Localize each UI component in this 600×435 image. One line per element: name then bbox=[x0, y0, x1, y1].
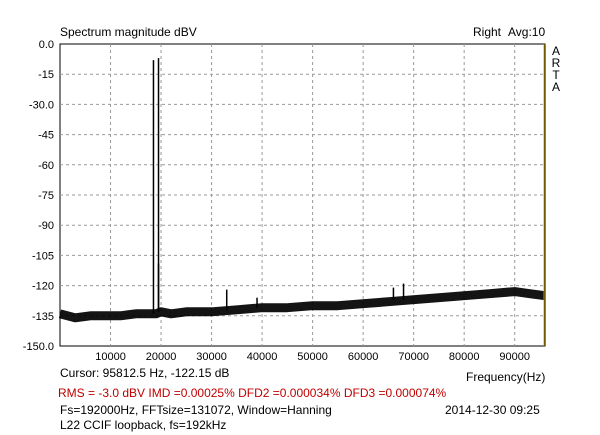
x-tick-label: 60000 bbox=[348, 351, 379, 363]
y-tick-label: -60 bbox=[38, 160, 54, 172]
arta-letter: T bbox=[552, 68, 560, 82]
x-tick-label: 40000 bbox=[247, 351, 278, 363]
x-tick-label: 10000 bbox=[95, 351, 126, 363]
y-tick-label: 0.0 bbox=[39, 39, 54, 51]
x-axis-label: Frequency(Hz) bbox=[466, 370, 546, 384]
average-label: Avg:10 bbox=[508, 25, 546, 39]
y-tick-label: -150.0 bbox=[23, 341, 54, 353]
series-line bbox=[58, 287, 546, 323]
y-tick-label: -120 bbox=[32, 281, 54, 293]
arta-letter: A bbox=[551, 44, 560, 58]
x-tick-label: 90000 bbox=[499, 351, 530, 363]
measurement-note: L22 CCIF loopback, fs=192kHz bbox=[60, 418, 227, 432]
y-tick-label: -45 bbox=[38, 130, 54, 142]
chart-title: Spectrum magnitude dBV bbox=[60, 25, 197, 39]
arta-letter: A bbox=[551, 80, 560, 94]
measurement-readout: RMS = -3.0 dBV IMD =0.00025% DFD2 =0.000… bbox=[58, 386, 447, 400]
fft-setup: Fs=192000Hz, FFTsize=131072, Window=Hann… bbox=[60, 403, 332, 417]
cursor-readout: Cursor: 95812.5 Hz, -122.15 dB bbox=[60, 366, 230, 380]
y-tick-label: -30.0 bbox=[29, 99, 54, 111]
x-tick-label: 50000 bbox=[297, 351, 328, 363]
x-tick-label: 30000 bbox=[196, 351, 227, 363]
y-tick-label: -15 bbox=[38, 69, 54, 81]
channel-label: Right bbox=[473, 25, 502, 39]
x-tick-label: 80000 bbox=[449, 351, 480, 363]
y-tick-label: -105 bbox=[32, 250, 54, 262]
y-tick-label: -135 bbox=[32, 311, 54, 323]
y-tick-label: -75 bbox=[38, 190, 54, 202]
x-tick-label: 20000 bbox=[146, 351, 177, 363]
x-tick-label: 70000 bbox=[398, 351, 429, 363]
y-tick-label: -90 bbox=[38, 220, 54, 232]
timestamp: 2014-12-30 09:25 bbox=[445, 403, 540, 417]
arta-logo: A R T A bbox=[550, 45, 562, 93]
arta-letter: R bbox=[551, 56, 561, 70]
